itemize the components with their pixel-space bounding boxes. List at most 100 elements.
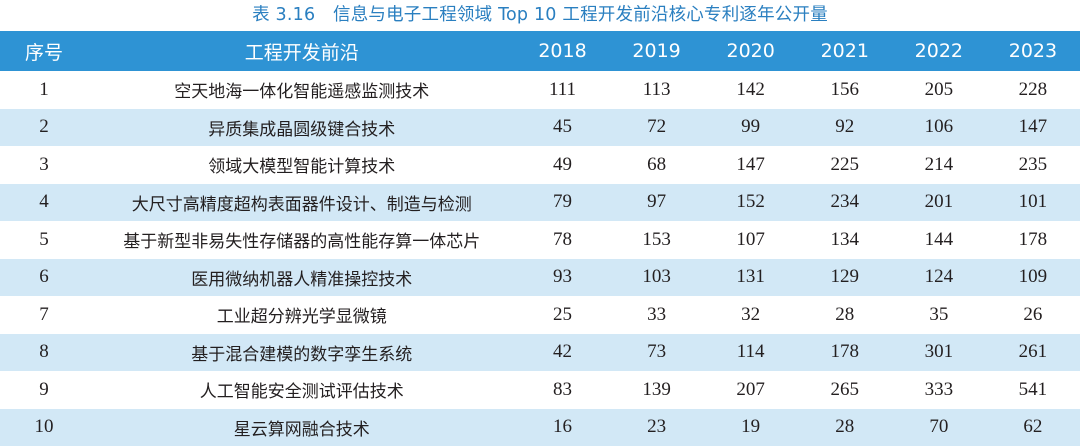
header-year: 2022	[914, 40, 963, 62]
row-value: 28	[835, 416, 855, 438]
row-value: 147	[1018, 116, 1048, 138]
row-value: 72	[647, 116, 667, 138]
row-value: 106	[924, 116, 954, 138]
table-caption: 表 3.16 信息与电子工程领域 Top 10 工程开发前沿核心专利逐年公开量	[252, 5, 828, 25]
header-name: 工程开发前沿	[244, 41, 359, 64]
row-value: 79	[553, 191, 572, 213]
row-value: 144	[924, 228, 954, 250]
row-name: 基于新型非易失性存储器的高性能存算一体芯片	[123, 232, 481, 253]
row-value: 113	[642, 78, 671, 100]
header-index: 序号	[25, 41, 64, 64]
row-value: 49	[553, 153, 572, 175]
row-value: 234	[830, 191, 859, 213]
row-value: 134	[830, 228, 859, 250]
row-value: 178	[830, 341, 859, 363]
row-name: 领域大模型智能计算技术	[208, 157, 396, 178]
row-value: 235	[1018, 153, 1048, 175]
row-index: 3	[39, 153, 49, 175]
row-value: 109	[1018, 266, 1048, 288]
row-value: 32	[741, 303, 761, 325]
row-value: 139	[642, 378, 671, 400]
row-name: 空天地海一体化智能遥感监测技术	[174, 82, 430, 102]
row-value: 103	[642, 266, 671, 288]
row-value: 301	[924, 341, 954, 363]
row-value: 93	[553, 266, 572, 288]
row-value: 70	[929, 416, 949, 438]
row-value: 26	[1023, 303, 1043, 325]
row-name: 人工智能安全测试评估技术	[199, 382, 404, 403]
row-value: 114	[736, 341, 765, 363]
row-index: 6	[39, 266, 49, 288]
row-value: 68	[647, 153, 667, 175]
row-index: 8	[39, 341, 49, 363]
row-index: 4	[39, 191, 49, 213]
row-value: 261	[1018, 341, 1048, 363]
row-value: 107	[736, 228, 765, 250]
row-index: 9	[39, 378, 49, 400]
row-name: 星云算网融合技术	[233, 419, 370, 440]
row-value: 333	[924, 378, 954, 400]
row-index: 10	[34, 416, 54, 438]
row-index: 5	[39, 228, 49, 250]
row-value: 62	[1023, 416, 1043, 438]
row-value: 265	[830, 378, 859, 400]
row-value: 142	[736, 78, 765, 100]
row-name: 异质集成晶圆级键合技术	[208, 119, 396, 140]
row-index: 7	[39, 303, 49, 325]
row-value: 153	[642, 228, 671, 250]
table-row: 6 医用微纳机器人精准操控技术 93 103 131 129 124 109	[0, 258, 1080, 296]
row-value: 101	[1018, 191, 1048, 213]
row-value: 156	[830, 78, 859, 100]
row-value: 97	[647, 191, 667, 213]
table-row: 1 空天地海一体化智能遥感监测技术 111 113 142 156 205 22…	[0, 71, 1080, 109]
row-value: 78	[553, 228, 572, 250]
row-value: 28	[835, 303, 855, 325]
row-value: 131	[736, 266, 765, 288]
table-header-row: 序号 工程开发前沿 2018 2019 2020 2021 2022 2023	[0, 31, 1080, 71]
table-row: 5 基于新型非易失性存储器的高性能存算一体芯片 78 153 107 134 1…	[0, 221, 1080, 259]
header-year: 2020	[726, 40, 775, 62]
row-value: 541	[1018, 378, 1048, 400]
row-value: 152	[736, 191, 765, 213]
row-value: 99	[741, 116, 761, 138]
row-value: 16	[553, 416, 572, 438]
table-row: 3 领域大模型智能计算技术 49 68 147 225 214 235	[0, 146, 1080, 184]
row-index: 1	[39, 78, 49, 100]
header-year: 2021	[820, 40, 869, 62]
row-value: 178	[1018, 228, 1048, 250]
row-value: 45	[553, 116, 572, 138]
table-row: 10 星云算网融合技术 16 23 19 28 70 62	[0, 408, 1080, 446]
row-value: 225	[830, 153, 859, 175]
row-value: 214	[924, 153, 954, 175]
table-row: 4 大尺寸高精度超构表面器件设计、制造与检测 79 97 152 234 201…	[0, 183, 1080, 221]
row-value: 42	[553, 341, 572, 363]
row-value: 23	[647, 416, 667, 438]
row-value: 124	[924, 266, 954, 288]
row-value: 147	[736, 153, 765, 175]
row-value: 35	[929, 303, 949, 325]
row-name: 医用微纳机器人精准操控技术	[191, 269, 413, 290]
row-value: 111	[548, 78, 577, 100]
row-index: 2	[39, 116, 49, 138]
row-value: 83	[553, 378, 572, 400]
table-row: 9 人工智能安全测试评估技术 83 139 207 265 333 541	[0, 371, 1080, 409]
row-value: 33	[647, 303, 667, 325]
row-value: 92	[835, 116, 855, 138]
row-value: 228	[1018, 78, 1048, 100]
row-value: 207	[736, 378, 765, 400]
header-year: 2018	[538, 40, 587, 62]
header-year: 2023	[1008, 40, 1058, 62]
row-value: 201	[924, 191, 954, 213]
table-row: 8 基于混合建模的数字孪生系统 42 73 114 178 301 261	[0, 333, 1080, 371]
table-row: 7 工业超分辨光学显微镜 25 33 32 28 35 26	[0, 296, 1080, 334]
row-name: 工业超分辨光学显微镜	[216, 307, 387, 328]
row-value: 205	[924, 78, 954, 100]
row-value: 73	[647, 341, 667, 363]
table-row: 2 异质集成晶圆级键合技术 45 72 99 92 106 147	[0, 108, 1080, 146]
header-year: 2019	[632, 40, 681, 62]
row-name: 大尺寸高精度超构表面器件设计、制造与检测	[131, 194, 472, 215]
row-name: 基于混合建模的数字孪生系统	[191, 344, 413, 365]
row-value: 129	[830, 266, 859, 288]
row-value: 19	[741, 416, 761, 438]
row-value: 25	[553, 303, 572, 325]
